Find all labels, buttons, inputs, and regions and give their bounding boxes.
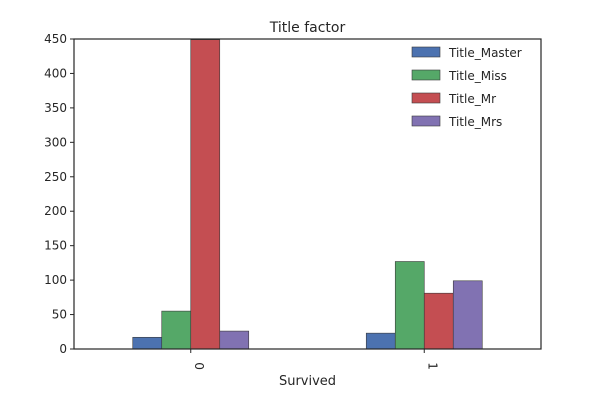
- y-tick-label: 350: [44, 101, 67, 115]
- bar-title-master-0: [132, 336, 163, 350]
- bar-title-master-1: [365, 332, 396, 350]
- y-tick-label: 250: [44, 170, 67, 184]
- bar-title-mr-0: [190, 39, 221, 350]
- y-tick-label: 300: [44, 135, 67, 149]
- legend-label-title-master: Title_Master: [448, 46, 522, 60]
- chart-title: Title factor: [269, 20, 346, 36]
- y-tick-label: 100: [44, 273, 67, 287]
- legend-swatch-title-miss: [411, 69, 441, 81]
- y-tick-label: 400: [44, 66, 67, 80]
- bar-title-miss-1: [394, 261, 425, 350]
- y-tick-label: 50: [52, 308, 67, 322]
- legend-label-title-mr: Title_Mr: [448, 92, 496, 106]
- legend-swatch-title-master: [411, 46, 441, 58]
- legend: Title_Master Title_Miss Title_Mr Title_Mrs: [411, 46, 522, 129]
- x-tick-label: 1: [425, 362, 439, 370]
- y-tick-label: 200: [44, 204, 67, 218]
- legend-label-title-miss: Title_Miss: [448, 69, 507, 83]
- y-tick-label: 0: [59, 342, 67, 356]
- y-tick-label: 150: [44, 239, 67, 253]
- legend-swatch-title-mr: [411, 92, 441, 104]
- x-tick-label: 0: [192, 362, 206, 370]
- legend-label-title-mrs: Title_Mrs: [448, 115, 502, 129]
- bar-title-miss-0: [161, 310, 192, 350]
- legend-swatch-title-mrs: [411, 115, 441, 127]
- y-tick-label: 450: [44, 32, 67, 46]
- bar-title-mrs-0: [219, 330, 250, 350]
- x-axis-label: Survived: [279, 374, 336, 389]
- bar-title-mrs-1: [452, 280, 483, 350]
- plot-frame: [73, 38, 542, 350]
- bar-title-mr-1: [423, 292, 454, 350]
- plot-area: 0 50 100 150 200 250 300 350 400 450 0 1: [44, 32, 542, 370]
